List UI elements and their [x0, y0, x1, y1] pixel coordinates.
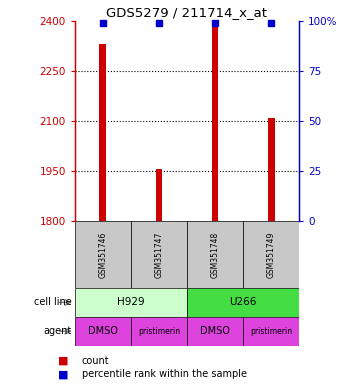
Text: DMSO: DMSO	[200, 326, 230, 336]
Text: H929: H929	[117, 297, 145, 308]
Bar	[243, 317, 299, 346]
Bar	[75, 288, 187, 317]
Bar	[131, 221, 187, 288]
Text: GSM351747: GSM351747	[154, 231, 164, 278]
Text: ■: ■	[58, 356, 68, 366]
Text: GSM351748: GSM351748	[210, 231, 220, 278]
Bar	[187, 288, 299, 317]
Text: pristimerin: pristimerin	[250, 327, 292, 336]
Bar	[131, 317, 187, 346]
Text: U266: U266	[230, 297, 257, 308]
Text: ■: ■	[58, 369, 68, 379]
Bar	[243, 221, 299, 288]
Bar	[100, 45, 106, 221]
Text: count: count	[82, 356, 109, 366]
Text: GSM351749: GSM351749	[267, 231, 276, 278]
Bar	[268, 118, 274, 221]
Text: cell line: cell line	[34, 297, 71, 308]
Bar	[187, 317, 243, 346]
Text: GSM351746: GSM351746	[98, 231, 107, 278]
Bar	[187, 221, 243, 288]
Bar	[75, 317, 131, 346]
Bar	[75, 221, 131, 288]
Text: agent: agent	[43, 326, 71, 336]
Text: DMSO: DMSO	[88, 326, 118, 336]
Bar	[212, 23, 218, 221]
Title: GDS5279 / 211714_x_at: GDS5279 / 211714_x_at	[106, 5, 268, 18]
Text: percentile rank within the sample: percentile rank within the sample	[82, 369, 246, 379]
Bar	[156, 169, 162, 221]
Text: pristimerin: pristimerin	[138, 327, 180, 336]
